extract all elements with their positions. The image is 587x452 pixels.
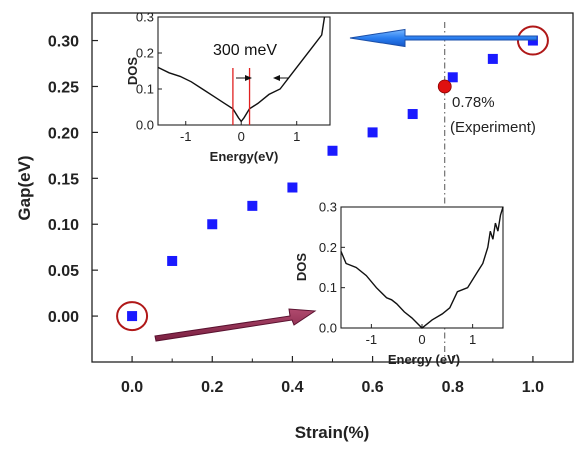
x-tick-label-1: 0.2 — [201, 379, 223, 396]
inset-top-y-tick-label-2: 0.2 — [136, 46, 154, 61]
inset-top-y-title: DOS — [125, 57, 140, 86]
inset-bottom-y-tick-label-1: 0.1 — [319, 280, 337, 295]
blue-arrow — [349, 28, 538, 48]
inset-top-x-title: Energy(eV) — [210, 149, 279, 164]
data-point-0-7 — [407, 109, 418, 120]
y-tick-label-6: 0.30 — [48, 34, 79, 51]
experiment-point-0 — [437, 79, 452, 94]
y-tick-label-1: 0.05 — [48, 263, 79, 280]
highlight-circle-end — [516, 25, 549, 56]
data-point-0-10 — [527, 35, 538, 46]
inset-top-x-tick-label-2: 1 — [293, 129, 300, 144]
y-tick-label-3: 0.15 — [48, 171, 79, 188]
data-point-0-8 — [447, 72, 458, 83]
inset-bottom-x-tick-label-2: 1 — [469, 332, 476, 347]
gap-arrow-right-head — [273, 75, 280, 81]
x-tick-label-2: 0.4 — [281, 379, 303, 396]
gap-width-label: 300 meV — [213, 42, 277, 59]
x-tick-label-5: 1.0 — [522, 379, 544, 396]
data-point-0-6 — [367, 127, 378, 138]
data-point-0-1 — [167, 255, 178, 266]
data-point-0-5 — [327, 145, 338, 156]
inset-top-x-tick-label-1: 0 — [238, 129, 245, 144]
y-tick-label-2: 0.10 — [48, 217, 79, 234]
inset-top-x-tick-label-0: -1 — [180, 129, 192, 144]
data-point-0-4 — [287, 182, 298, 193]
inset-bottom-y-tick-label-3: 0.3 — [319, 200, 337, 215]
data-point-0-0 — [127, 311, 138, 322]
inset-bottom-x-title: Energy (eV) — [388, 352, 460, 367]
inset-bottom-y-tick-label-0: 0.0 — [319, 321, 337, 336]
inset-bottom-frame — [340, 206, 504, 329]
x-tick-label-3: 0.6 — [361, 379, 383, 396]
inset-top-dos-curve — [157, 16, 326, 123]
data-point-0-9 — [487, 53, 498, 64]
inset-bottom-dos-curve — [340, 206, 504, 329]
y-axis-title: Gap(eV) — [15, 155, 34, 220]
inset-bottom-x-tick-label-0: -1 — [366, 332, 378, 347]
y-tick-label-0: 0.00 — [48, 309, 79, 326]
inset-bottom-y-title: DOS — [294, 253, 309, 282]
inset-top-y-tick-label-0: 0.0 — [136, 118, 154, 133]
gap-arrow-left-head — [245, 75, 252, 81]
experiment-label: (Experiment) — [450, 119, 536, 136]
data-point-0-2 — [207, 219, 218, 230]
highlight-circle-start — [116, 301, 149, 332]
inset-top-y-tick-label-3: 0.3 — [136, 10, 154, 25]
inset-bottom-x-tick-label-1: 0 — [418, 332, 425, 347]
x-axis-title: Strain(%) — [295, 423, 370, 442]
inset-top-y-tick-label-1: 0.1 — [136, 82, 154, 97]
y-tick-label-5: 0.25 — [48, 79, 79, 96]
inset-top-frame — [157, 16, 331, 126]
x-tick-label-0: 0.0 — [121, 379, 143, 396]
data-point-0-3 — [247, 200, 258, 211]
experiment-value-label: 0.78% — [452, 94, 495, 111]
x-tick-label-4: 0.8 — [442, 379, 464, 396]
inset-bottom-y-tick-label-2: 0.2 — [319, 240, 337, 255]
y-tick-label-4: 0.20 — [48, 125, 79, 142]
maroon-arrow — [154, 308, 317, 342]
